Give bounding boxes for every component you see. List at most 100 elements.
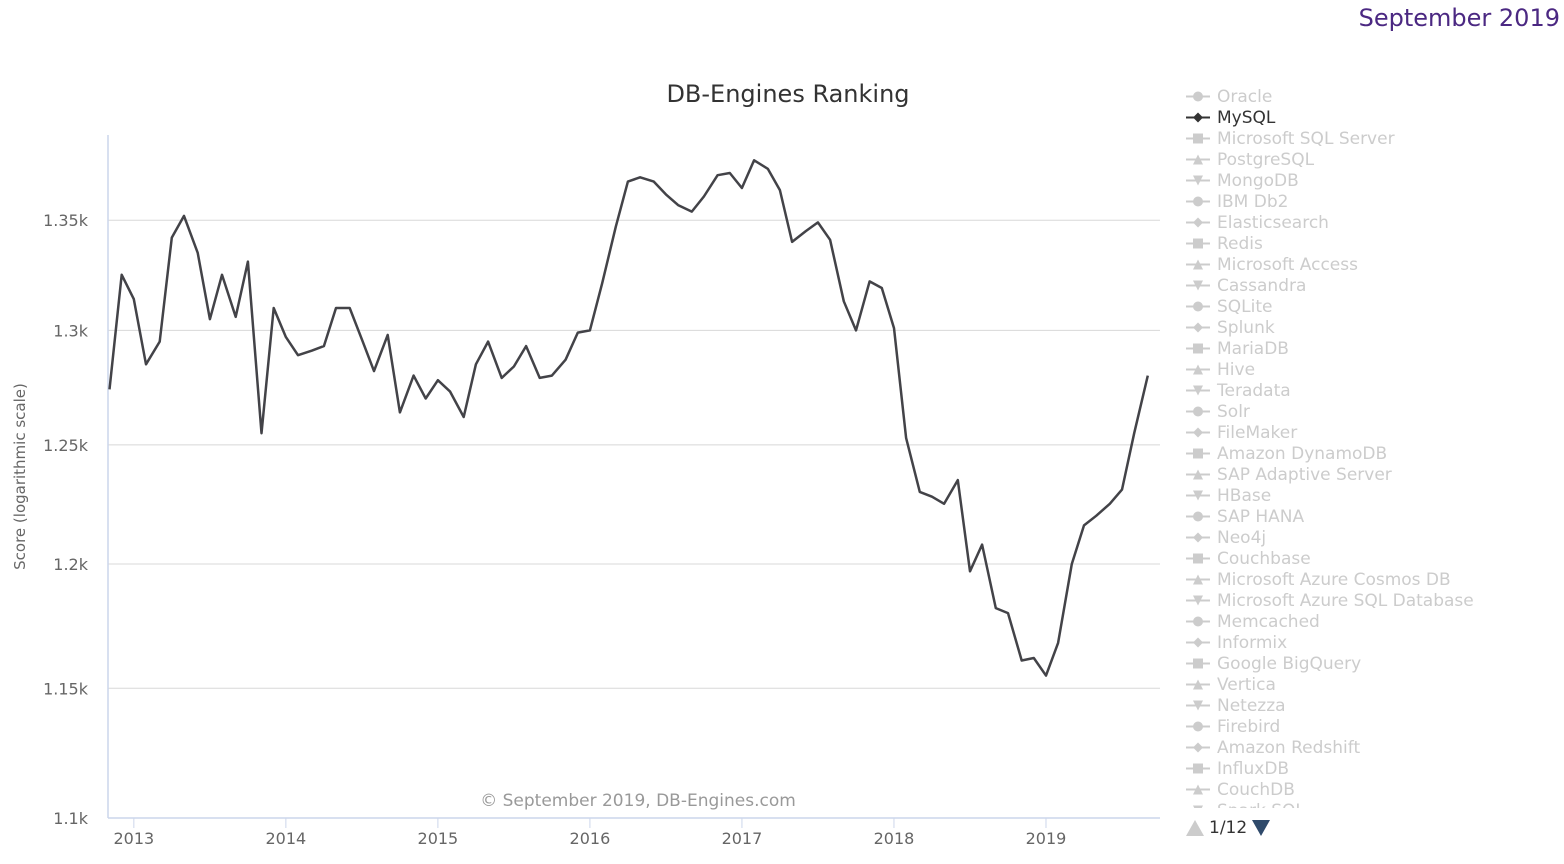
data-point[interactable] — [812, 216, 824, 228]
legend-item[interactable]: HBase — [1184, 485, 1564, 506]
legend-item[interactable]: Solr — [1184, 401, 1564, 422]
legend-item[interactable]: SAP HANA — [1184, 506, 1564, 527]
data-point[interactable] — [572, 327, 584, 339]
data-point[interactable] — [990, 602, 1002, 614]
legend-item[interactable]: Microsoft Azure Cosmos DB — [1184, 569, 1564, 590]
data-point[interactable] — [1078, 519, 1090, 531]
data-point[interactable] — [938, 498, 950, 510]
legend-item[interactable]: Splunk — [1184, 317, 1564, 338]
data-point[interactable] — [444, 386, 456, 398]
data-point[interactable] — [748, 154, 760, 166]
data-point[interactable] — [1116, 484, 1128, 496]
legend-item[interactable]: SAP Adaptive Server — [1184, 464, 1564, 485]
data-point[interactable] — [128, 293, 140, 305]
data-point[interactable] — [1052, 637, 1064, 649]
data-point[interactable] — [482, 336, 494, 348]
data-point[interactable] — [496, 372, 508, 384]
data-point[interactable] — [1066, 558, 1078, 570]
legend-item[interactable]: PostgreSQL — [1184, 149, 1564, 170]
data-point[interactable] — [458, 411, 470, 423]
data-point[interactable] — [230, 311, 242, 323]
legend-item[interactable]: Vertica — [1184, 674, 1564, 695]
legend-item[interactable]: Teradata — [1184, 380, 1564, 401]
data-point[interactable] — [1104, 498, 1116, 510]
data-point[interactable] — [306, 345, 318, 357]
data-point[interactable] — [192, 247, 204, 259]
data-point[interactable] — [140, 358, 152, 370]
legend-item[interactable]: MySQL — [1184, 107, 1564, 128]
data-point[interactable] — [1002, 607, 1014, 619]
legend-page-up-icon[interactable] — [1186, 820, 1204, 836]
data-point[interactable] — [964, 565, 976, 577]
data-point[interactable] — [634, 171, 646, 183]
credits-text[interactable]: © September 2019, DB-Engines.com — [480, 791, 796, 811]
data-point[interactable] — [154, 336, 166, 348]
data-point[interactable] — [394, 406, 406, 418]
data-point[interactable] — [546, 370, 558, 382]
data-point[interactable] — [712, 169, 724, 181]
series-line-mysql[interactable] — [108, 159, 1150, 677]
legend-item[interactable]: IBM Db2 — [1184, 191, 1564, 212]
legend-item[interactable]: InfluxDB — [1184, 758, 1564, 779]
data-point[interactable] — [698, 191, 710, 203]
data-point[interactable] — [560, 354, 572, 366]
legend-item[interactable]: Amazon Redshift — [1184, 737, 1564, 758]
data-point[interactable] — [1128, 427, 1140, 439]
data-point[interactable] — [736, 182, 748, 194]
data-point[interactable] — [356, 333, 368, 345]
data-point[interactable] — [204, 313, 216, 325]
data-point[interactable] — [408, 370, 420, 382]
data-point[interactable] — [850, 324, 862, 336]
data-point[interactable] — [762, 163, 774, 175]
data-point[interactable] — [686, 206, 698, 218]
legend-item[interactable]: Memcached — [1184, 611, 1564, 632]
data-point[interactable] — [824, 234, 836, 246]
data-point[interactable] — [330, 302, 342, 314]
legend-item[interactable]: Amazon DynamoDB — [1184, 443, 1564, 464]
data-point[interactable] — [166, 232, 178, 244]
legend-item[interactable]: MariaDB — [1184, 338, 1564, 359]
data-point[interactable] — [420, 393, 432, 405]
data-point[interactable] — [672, 199, 684, 211]
data-point[interactable] — [952, 474, 964, 486]
legend-page-down-icon[interactable] — [1252, 820, 1271, 836]
data-point[interactable] — [534, 372, 546, 384]
data-point[interactable] — [256, 427, 268, 439]
data-point[interactable] — [976, 539, 988, 551]
data-point[interactable] — [1040, 670, 1052, 682]
data-point[interactable] — [280, 331, 292, 343]
data-point[interactable] — [1016, 654, 1028, 666]
legend-item[interactable]: Microsoft Azure SQL Database — [1184, 590, 1564, 611]
legend-item[interactable]: Couchbase — [1184, 548, 1564, 569]
data-point[interactable] — [508, 361, 520, 373]
data-point[interactable] — [216, 269, 228, 281]
data-point[interactable] — [292, 349, 304, 361]
legend-item[interactable]: Informix — [1184, 632, 1564, 653]
data-point[interactable] — [432, 374, 444, 386]
data-point[interactable] — [382, 329, 394, 341]
legend-item[interactable]: CouchDB — [1184, 779, 1564, 800]
data-point[interactable] — [648, 176, 660, 188]
data-point[interactable] — [838, 295, 850, 307]
data-point[interactable] — [914, 486, 926, 498]
data-point[interactable] — [1090, 510, 1102, 522]
data-point[interactable] — [926, 491, 938, 503]
data-point[interactable] — [104, 383, 116, 395]
legend-item[interactable]: Elasticsearch — [1184, 212, 1564, 233]
data-point[interactable] — [876, 282, 888, 294]
data-point[interactable] — [116, 269, 128, 281]
legend-item[interactable]: Firebird — [1184, 716, 1564, 737]
legend-item[interactable]: Oracle — [1184, 86, 1564, 107]
legend-item[interactable]: MongoDB — [1184, 170, 1564, 191]
legend-item[interactable]: Microsoft Access — [1184, 254, 1564, 275]
data-point[interactable] — [888, 322, 900, 334]
data-point[interactable] — [622, 176, 634, 188]
data-point[interactable] — [470, 358, 482, 370]
legend-item[interactable]: Cassandra — [1184, 275, 1564, 296]
data-point[interactable] — [318, 340, 330, 352]
legend-item[interactable]: Google BigQuery — [1184, 653, 1564, 674]
data-point[interactable] — [774, 184, 786, 196]
data-point[interactable] — [610, 221, 622, 233]
data-point[interactable] — [178, 210, 190, 222]
data-point[interactable] — [1142, 370, 1154, 382]
